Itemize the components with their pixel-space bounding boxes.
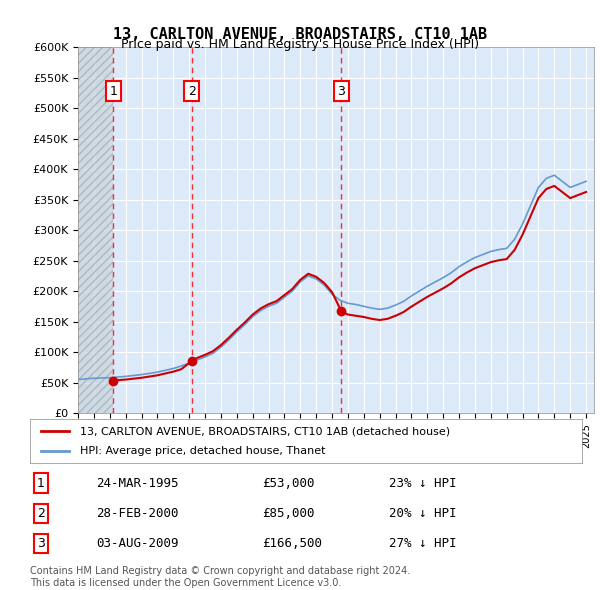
Text: 20% ↓ HPI: 20% ↓ HPI	[389, 507, 457, 520]
Text: 3: 3	[337, 84, 346, 97]
Text: 1: 1	[109, 84, 118, 97]
Text: £85,000: £85,000	[262, 507, 314, 520]
Text: Contains HM Land Registry data © Crown copyright and database right 2024.
This d: Contains HM Land Registry data © Crown c…	[30, 566, 410, 588]
Text: 03-AUG-2009: 03-AUG-2009	[96, 537, 179, 550]
Text: 2: 2	[188, 84, 196, 97]
Text: 1: 1	[37, 477, 45, 490]
Text: 27% ↓ HPI: 27% ↓ HPI	[389, 537, 457, 550]
Bar	[78, 47, 113, 413]
Text: £166,500: £166,500	[262, 537, 322, 550]
Text: 13, CARLTON AVENUE, BROADSTAIRS, CT10 1AB: 13, CARLTON AVENUE, BROADSTAIRS, CT10 1A…	[113, 27, 487, 41]
Text: 28-FEB-2000: 28-FEB-2000	[96, 507, 179, 520]
Text: 24-MAR-1995: 24-MAR-1995	[96, 477, 179, 490]
Text: Price paid vs. HM Land Registry's House Price Index (HPI): Price paid vs. HM Land Registry's House …	[121, 38, 479, 51]
Text: £53,000: £53,000	[262, 477, 314, 490]
Text: 13, CARLTON AVENUE, BROADSTAIRS, CT10 1AB (detached house): 13, CARLTON AVENUE, BROADSTAIRS, CT10 1A…	[80, 427, 450, 436]
Text: 23% ↓ HPI: 23% ↓ HPI	[389, 477, 457, 490]
Text: 2: 2	[37, 507, 45, 520]
Text: HPI: Average price, detached house, Thanet: HPI: Average price, detached house, Than…	[80, 446, 325, 455]
Text: 3: 3	[37, 537, 45, 550]
